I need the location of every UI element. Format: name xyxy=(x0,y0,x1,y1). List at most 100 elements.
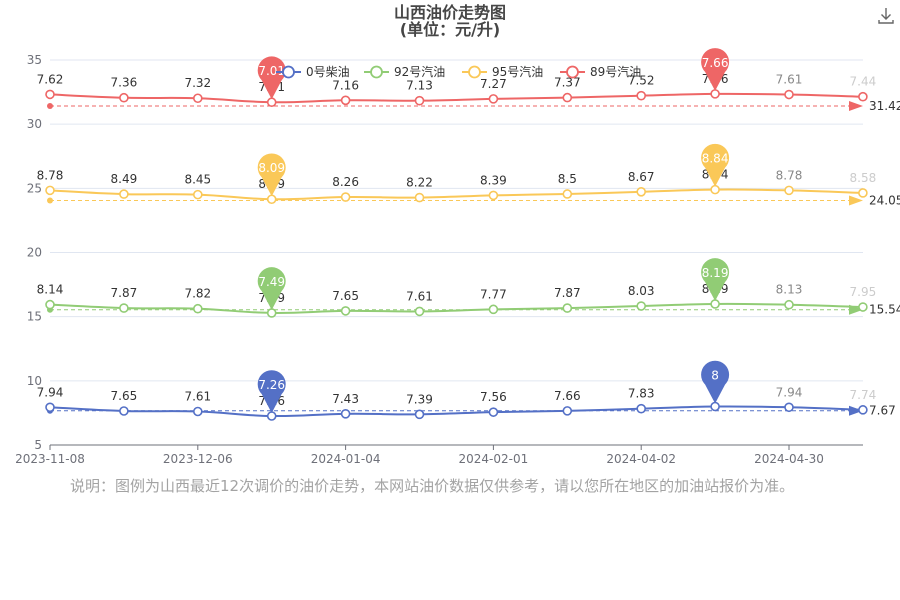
data-label: 7.16 xyxy=(332,78,359,92)
data-point xyxy=(119,92,129,103)
series-line xyxy=(49,188,863,201)
min-marker: 7.49 xyxy=(257,267,286,310)
series-1: 15.548.147.877.827.497.657.617.777.878.0… xyxy=(37,282,900,318)
series-2: 24.058.788.498.458.098.268.228.398.58.67… xyxy=(37,168,900,208)
data-point xyxy=(562,189,573,199)
legend-item[interactable]: 0号柴油 xyxy=(276,65,350,79)
data-point xyxy=(562,303,573,313)
series-line xyxy=(49,92,863,104)
data-label: 8.14 xyxy=(37,283,64,297)
data-point xyxy=(266,411,277,421)
data-point xyxy=(119,406,129,416)
data-point xyxy=(636,90,647,101)
data-point xyxy=(710,401,720,412)
max-marker: 7.66 xyxy=(701,48,730,91)
chart-note: 说明：图例为山西最近12次调价的油价走势，本网站油价数据仅供参考，请以您所在地区… xyxy=(70,477,795,495)
legend-item[interactable]: 89号汽油 xyxy=(560,64,641,79)
data-label: 7.56 xyxy=(480,390,507,404)
series-3: 31.427.627.367.327.017.167.137.277.377.5… xyxy=(37,72,900,113)
data-label: 7.65 xyxy=(332,289,359,303)
data-point xyxy=(193,93,203,104)
data-label: 7.87 xyxy=(111,286,138,300)
data-point xyxy=(636,301,647,311)
data-point xyxy=(193,189,203,200)
average-label: 24.05 xyxy=(869,194,900,208)
data-point xyxy=(193,303,203,314)
data-label: 7.87 xyxy=(554,286,581,300)
data-label: 7.77 xyxy=(480,287,507,301)
data-point xyxy=(414,306,425,317)
data-label: 7.39 xyxy=(406,392,433,406)
series-0: 7.677.947.657.617.267.437.397.567.667.83… xyxy=(37,385,896,421)
average-line-start xyxy=(47,102,53,109)
download-icon[interactable] xyxy=(876,6,896,26)
min-marker-label: 7.26 xyxy=(258,378,285,392)
y-tick-label: 15 xyxy=(27,310,42,324)
min-marker-label: 7.49 xyxy=(258,275,285,289)
max-marker-label: 8.19 xyxy=(702,266,729,280)
legend-label: 92号汽油 xyxy=(394,64,445,79)
chart-title: 山西油价走势图 xyxy=(393,3,506,22)
data-point xyxy=(562,406,573,416)
legend-item[interactable]: 92号汽油 xyxy=(364,64,445,79)
data-label: 8.39 xyxy=(480,173,507,187)
x-tick-label: 2024-01-04 xyxy=(311,452,381,466)
data-label: 7.37 xyxy=(554,76,581,90)
legend-label: 0号柴油 xyxy=(306,65,350,79)
data-label: 7.94 xyxy=(37,385,64,399)
data-label: 7.13 xyxy=(406,79,433,93)
min-marker-label: 7.01 xyxy=(258,64,285,78)
data-label: 8.5 xyxy=(558,172,577,186)
y-tick-label: 20 xyxy=(27,246,42,260)
min-marker: 7.26 xyxy=(257,370,286,413)
data-label: 8.49 xyxy=(111,172,138,186)
data-label: 7.61 xyxy=(776,73,803,87)
min-marker: 8.09 xyxy=(257,153,286,197)
max-marker-label: 8.84 xyxy=(702,152,729,166)
data-label: 7.61 xyxy=(184,390,211,404)
min-marker-label: 8.09 xyxy=(258,161,285,175)
x-tick-label: 2024-04-30 xyxy=(754,452,824,466)
data-point xyxy=(45,185,55,196)
average-label: 15.54 xyxy=(869,303,900,317)
max-marker-shape xyxy=(701,48,730,91)
data-label: 8.26 xyxy=(332,175,359,189)
data-label: 7.74 xyxy=(850,388,877,402)
y-tick-label: 5 xyxy=(34,438,42,452)
average-label: 7.67 xyxy=(869,404,896,418)
data-label: 7.32 xyxy=(184,76,211,90)
legend-label: 95号汽油 xyxy=(492,64,543,79)
max-marker-shape xyxy=(701,360,730,404)
max-marker-shape xyxy=(701,258,730,301)
chart-subtitle: (单位：元/升) xyxy=(399,20,501,39)
data-point xyxy=(784,299,794,310)
data-label: 7.83 xyxy=(628,387,655,401)
legend-item[interactable]: 95号汽油 xyxy=(462,64,543,79)
x-tick-label: 2023-11-08 xyxy=(15,452,85,466)
data-point xyxy=(119,189,129,199)
legend-label: 89号汽油 xyxy=(590,64,641,79)
data-point xyxy=(414,192,425,203)
min-marker-shape xyxy=(257,56,286,100)
data-point xyxy=(340,95,351,106)
data-label: 8.45 xyxy=(184,173,211,187)
data-label: 7.43 xyxy=(332,392,359,406)
data-point xyxy=(266,97,277,108)
legend-marker xyxy=(370,65,383,79)
data-point xyxy=(488,94,499,104)
y-tick-label: 10 xyxy=(27,374,42,388)
data-label: 8.03 xyxy=(628,284,655,298)
data-label: 7.94 xyxy=(776,385,803,399)
data-point xyxy=(266,194,277,205)
data-label: 7.27 xyxy=(480,77,507,91)
max-marker: 8.19 xyxy=(701,258,730,301)
data-point xyxy=(488,190,499,201)
data-point xyxy=(710,89,720,99)
min-marker-shape xyxy=(257,153,286,197)
data-point xyxy=(562,92,573,103)
data-label: 8.58 xyxy=(850,171,877,185)
data-point xyxy=(340,306,351,316)
data-point xyxy=(340,409,351,419)
data-label: 8.13 xyxy=(776,283,803,297)
data-label: 7.61 xyxy=(406,289,433,303)
